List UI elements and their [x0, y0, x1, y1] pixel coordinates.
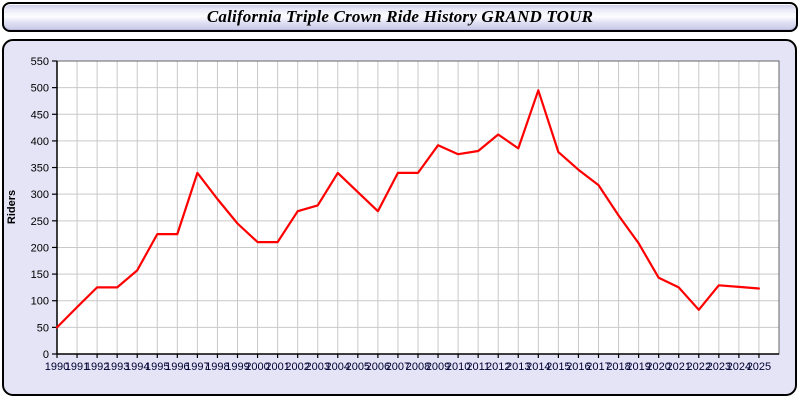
- x-tick-label: 2005: [346, 361, 370, 373]
- x-tick-label: 2025: [747, 361, 771, 373]
- x-tick-label: 2011: [466, 361, 490, 373]
- x-tick-label: 1996: [165, 361, 189, 373]
- y-tick-label: 150: [31, 269, 49, 281]
- x-tick-label: 2009: [426, 361, 450, 373]
- chart-title: California Triple Crown Ride History GRA…: [206, 7, 594, 26]
- y-tick-label: 50: [37, 322, 49, 334]
- x-tick-label: 2016: [566, 361, 590, 373]
- x-tick-label: 1995: [145, 361, 169, 373]
- x-tick-label: 1997: [185, 361, 209, 373]
- x-tick-label: 2007: [386, 361, 410, 373]
- x-tick-label: 2010: [446, 361, 470, 373]
- x-tick-label: 2014: [526, 361, 550, 373]
- y-tick-label: 400: [31, 136, 49, 148]
- x-tick-label: 2001: [265, 361, 289, 373]
- x-tick-label: 1992: [85, 361, 109, 373]
- x-tick-label: 1991: [65, 361, 89, 373]
- x-tick-label: 2018: [606, 361, 630, 373]
- x-tick-label: 2021: [666, 361, 690, 373]
- y-tick-label: 250: [31, 216, 49, 228]
- x-tick-label: 2006: [366, 361, 390, 373]
- y-tick-label: 200: [31, 242, 49, 254]
- x-tick-label: 1990: [45, 361, 69, 373]
- y-tick-label: 300: [31, 189, 49, 201]
- x-tick-label: 1998: [205, 361, 229, 373]
- x-tick-label: 1993: [105, 361, 129, 373]
- y-tick-label: 500: [31, 83, 49, 95]
- x-tick-label: 2003: [305, 361, 329, 373]
- x-tick-label: 2015: [546, 361, 570, 373]
- x-tick-label: 2002: [285, 361, 309, 373]
- line-chart-plot: 0501001502002503003504004505005501990199…: [31, 56, 780, 373]
- y-tick-label: 350: [31, 163, 49, 175]
- y-tick-label: 550: [31, 56, 49, 68]
- x-tick-label: 2008: [406, 361, 430, 373]
- chart-title-bar: California Triple Crown Ride History GRA…: [2, 2, 798, 32]
- x-tick-label: 2012: [486, 361, 510, 373]
- riders-series-line: [55, 89, 761, 329]
- x-tick-label: 2023: [707, 361, 731, 373]
- x-tick-label: 2024: [727, 361, 751, 373]
- chart-panel: Riders 0 50 100 150 200 250 300 350 400 450 500 550…: [2, 39, 797, 396]
- x-tick-label: 1994: [125, 361, 149, 373]
- x-tick-label: 2004: [326, 361, 350, 373]
- x-tick-label: 2019: [626, 361, 650, 373]
- y-tick-label: 0: [43, 349, 49, 361]
- x-tick-label: 2017: [586, 361, 610, 373]
- x-tick-label: 2022: [687, 361, 711, 373]
- x-tick-label: 2013: [506, 361, 530, 373]
- x-tick-label: 2020: [646, 361, 670, 373]
- x-tick-label: 1999: [225, 361, 249, 373]
- y-tick-label: 100: [31, 296, 49, 308]
- y-tick-label: 450: [31, 109, 49, 121]
- x-tick-label: 2000: [245, 361, 269, 373]
